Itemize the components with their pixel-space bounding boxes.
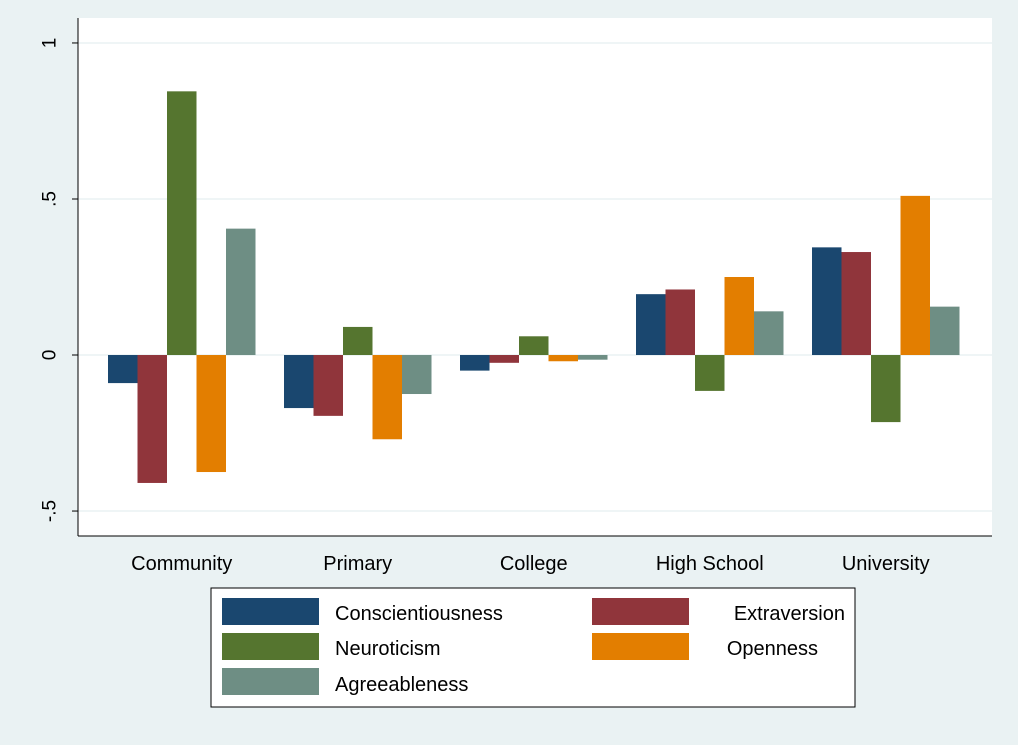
y-tick-label: -.5 (40, 500, 61, 522)
legend-label-agreeableness: Agreeableness (335, 674, 468, 696)
bar-openness-primary (372, 355, 402, 440)
bar-extraversion-university (841, 252, 871, 356)
legend-label-conscientiousness: Conscientiousness (335, 603, 503, 625)
x-tick-label: University (842, 553, 930, 575)
legend-label-neuroticism: Neuroticism (335, 638, 441, 660)
bar-neuroticism-high-school (695, 355, 725, 391)
bar-agreeableness-community (226, 228, 256, 356)
bar-conscientiousness-primary (284, 355, 314, 409)
x-axis-labels: Community Primary College High School Univer… (131, 553, 929, 575)
bar-extraversion-primary (313, 355, 343, 416)
y-tick-label: 0 (40, 350, 61, 361)
bar-extraversion-high-school (665, 289, 695, 356)
legend-swatch-extraversion (592, 598, 689, 625)
y-tick-label: 1 (40, 38, 61, 49)
legend-label-openness: Openness (727, 638, 818, 660)
bar-conscientiousness-community (108, 355, 138, 384)
bar-conscientiousness-high-school (636, 294, 666, 356)
bar-neuroticism-primary (343, 326, 373, 356)
x-tick-label: High School (656, 553, 764, 575)
legend-label-extraversion: Extraversion (734, 603, 845, 625)
bar-openness-community (196, 355, 226, 473)
y-tick-label: .5 (40, 191, 61, 207)
legend-swatch-openness (592, 633, 689, 660)
x-tick-label: College (500, 553, 568, 575)
bar-agreeableness-university (930, 306, 960, 356)
y-axis-ticks: -.5 0 .5 1 (40, 38, 78, 522)
legend-swatch-agreeableness (222, 668, 319, 695)
legend: Conscientiousness Extraversion Neuroticism… (210, 587, 856, 708)
bar-openness-high-school (724, 277, 754, 356)
bars (108, 91, 960, 483)
bar-conscientiousness-university (812, 247, 842, 356)
bar-agreeableness-high-school (754, 311, 784, 356)
bar-extraversion-college (489, 355, 519, 363)
bar-openness-college (548, 355, 578, 362)
bar-extraversion-community (137, 355, 167, 483)
x-tick-label: Community (131, 553, 232, 575)
bar-neuroticism-community (167, 91, 197, 356)
bar-openness-university (900, 195, 930, 356)
x-tick-label: Primary (323, 553, 392, 575)
bar-agreeableness-college (578, 355, 608, 360)
bar-neuroticism-college (519, 336, 549, 356)
legend-swatch-conscientiousness (222, 598, 319, 625)
legend-swatch-neuroticism (222, 633, 319, 660)
bar-conscientiousness-college (460, 355, 490, 371)
bar-agreeableness-primary (402, 355, 432, 395)
bar-neuroticism-university (871, 355, 901, 423)
